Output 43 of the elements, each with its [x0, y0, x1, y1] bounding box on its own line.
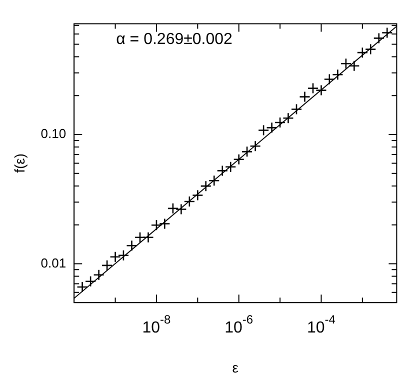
- point: [332, 68, 344, 80]
- point: [373, 32, 385, 44]
- y-tick-label: 0.10: [40, 126, 66, 142]
- point: [184, 196, 196, 208]
- point: [299, 91, 310, 102]
- point: [176, 204, 187, 215]
- y-axis-title: f(ε): [11, 153, 28, 173]
- point: [118, 250, 130, 262]
- y-tick-label: 0.01: [40, 255, 66, 270]
- point: [224, 161, 236, 173]
- point: [167, 202, 179, 214]
- point: [241, 146, 253, 158]
- point: [316, 84, 327, 96]
- point: [84, 276, 96, 288]
- point: [282, 112, 294, 124]
- point: [159, 218, 170, 230]
- point: [93, 269, 104, 280]
- point: [290, 104, 302, 115]
- annotation: α = 0.269±0.002: [116, 31, 233, 48]
- point: [356, 46, 368, 58]
- point: [110, 251, 121, 263]
- point: [208, 174, 220, 186]
- point: [142, 232, 154, 243]
- point: [192, 190, 204, 201]
- point: [216, 165, 228, 176]
- point: [150, 219, 162, 231]
- point: [101, 260, 113, 272]
- point: [307, 82, 319, 94]
- point: [200, 180, 212, 192]
- point: [364, 44, 376, 55]
- point: [126, 240, 138, 252]
- x-axis-title: ε: [232, 359, 239, 376]
- point: [381, 27, 393, 38]
- point: [258, 124, 270, 136]
- point: [324, 74, 336, 85]
- point: [266, 122, 278, 134]
- point: [340, 58, 352, 70]
- point: [250, 140, 261, 152]
- point: [233, 154, 244, 166]
- point: [274, 116, 286, 128]
- point: [348, 60, 360, 72]
- point: [134, 232, 146, 243]
- point: [76, 281, 88, 293]
